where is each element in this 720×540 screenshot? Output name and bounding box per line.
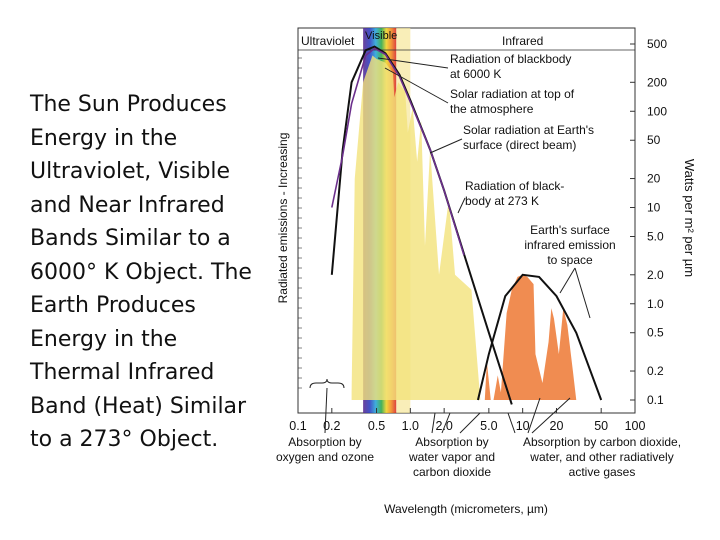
absorption-co2-line2: water, and other radiatively bbox=[529, 450, 673, 464]
annotation-bb273-line2: body at 273 K bbox=[465, 194, 539, 208]
absorption-co2-line1: Absorption by carbon dioxide, bbox=[523, 435, 681, 449]
y-tick-label: 10 bbox=[647, 201, 661, 215]
absorption-leader-line bbox=[431, 412, 436, 434]
earth-ir-emission-fill bbox=[484, 274, 577, 400]
x-tick-label: 0.2 bbox=[323, 419, 340, 433]
absorption-h2o-line2: water vapor and bbox=[408, 450, 495, 464]
annotation-bb6000-line2: at 6000 K bbox=[450, 67, 501, 81]
absorption-leader-line bbox=[441, 412, 451, 434]
y-tick-label: 0.2 bbox=[647, 364, 664, 378]
slide-text-line: Ultraviolet, Visible bbox=[30, 159, 231, 184]
annotation-leader-line bbox=[384, 67, 449, 104]
x-tick-label: 10 bbox=[516, 419, 530, 433]
annotation-earth-line1: Earth's surface bbox=[530, 223, 610, 237]
slide-text-line: 6000° K Object. The bbox=[30, 259, 252, 285]
annotation-leader-line bbox=[377, 57, 449, 69]
annotation-earth-line3: to space bbox=[547, 253, 593, 267]
y-axis-label-right: Watts per m² per µm bbox=[682, 159, 697, 277]
y-tick-label: 0.5 bbox=[647, 326, 664, 340]
solar-toa-curve bbox=[331, 47, 465, 256]
x-tick-label: 0.1 bbox=[289, 419, 306, 433]
annotation-toa-line2: the atmosphere bbox=[450, 102, 534, 116]
slide-text-line: The Sun Produces bbox=[30, 92, 227, 117]
x-tick-label: 5.0 bbox=[480, 419, 497, 433]
slide-text-line: and Near Infrared bbox=[30, 192, 225, 218]
band-label-infrared: Infrared bbox=[502, 34, 543, 48]
y-tick-label: 500 bbox=[647, 37, 667, 51]
y-tick-label: 200 bbox=[647, 75, 667, 89]
slide-text-line: to a 273° Object. bbox=[30, 427, 219, 452]
x-tick-label: 0.5 bbox=[368, 419, 385, 433]
absorption-h2o-line3: carbon dioxide bbox=[413, 465, 491, 479]
annotation-bb6000-line1: Radiation of blackbody bbox=[450, 52, 571, 66]
x-tick-label: 1.0 bbox=[402, 419, 419, 433]
absorption-o3-line1: Absorption by bbox=[288, 435, 361, 449]
slide-text-line: Thermal Infrared bbox=[30, 360, 215, 385]
x-tick-label: 20 bbox=[550, 419, 564, 433]
slide-text-line: Bands Similar to a bbox=[30, 226, 231, 251]
y-tick-label: 0.1 bbox=[647, 393, 664, 407]
x-tick-label: 100 bbox=[625, 419, 646, 433]
annotation-toa-line1: Solar radiation at top of bbox=[450, 87, 575, 101]
absorption-brace bbox=[309, 378, 345, 389]
y-axis-label-left: Radiated emissions - Increasing bbox=[276, 133, 290, 304]
y-tick-label: 20 bbox=[647, 172, 661, 186]
slide-text-line: Energy in the bbox=[30, 326, 178, 352]
slide-text-line: Band (Heat) Similar bbox=[30, 393, 247, 419]
annotation-surface-line1: Solar radiation at Earth's bbox=[463, 123, 594, 137]
absorption-leader-line bbox=[527, 397, 541, 434]
annotation-leader-line bbox=[559, 267, 576, 294]
x-tick-label: 50 bbox=[594, 419, 608, 433]
absorption-leader-line bbox=[459, 412, 481, 434]
band-label-ultraviolet: Ultraviolet bbox=[301, 34, 355, 48]
annotation-surface-line2: surface (direct beam) bbox=[463, 138, 576, 152]
spectrum-chart: Ultraviolet Visible Infrared 0.1 0.2 0.5 1.0 2… bbox=[276, 27, 697, 516]
slide-text-line: Energy in the bbox=[30, 125, 178, 151]
y-tick-label: 50 bbox=[647, 133, 661, 147]
absorption-leader-line bbox=[531, 397, 571, 434]
blackbody-273k-curve bbox=[476, 273, 603, 401]
absorption-leader-line bbox=[507, 412, 516, 434]
y-tick-label: 2.0 bbox=[647, 268, 664, 282]
y-tick-label: 1.0 bbox=[647, 297, 664, 311]
absorption-o3-line2: oxygen and ozone bbox=[276, 450, 374, 464]
slide-text-line: Earth Produces bbox=[30, 293, 196, 318]
annotation-bb273-line1: Radiation of black- bbox=[465, 179, 564, 193]
annotation-leader-line bbox=[429, 138, 463, 154]
x-axis-label: Wavelength (micrometers, µm) bbox=[384, 502, 548, 516]
x-tick-label: 2.0 bbox=[435, 419, 452, 433]
absorption-h2o-line1: Absorption by bbox=[415, 435, 488, 449]
band-label-visible: Visible bbox=[365, 30, 397, 42]
absorption-leader-line bbox=[324, 387, 328, 434]
surface-solar-fill bbox=[351, 55, 481, 401]
annotation-leader-line bbox=[457, 197, 466, 214]
annotation-leader-line bbox=[574, 267, 591, 319]
y-tick-label: 5.0 bbox=[647, 229, 664, 243]
slide-text: The Sun Produces Energy in the Ultraviolet… bbox=[30, 88, 270, 457]
y-tick-label: 100 bbox=[647, 104, 667, 118]
plot-frame bbox=[297, 27, 636, 414]
annotation-earth-line2: infrared emission bbox=[524, 238, 615, 252]
absorption-co2-line3: active gases bbox=[569, 465, 636, 479]
